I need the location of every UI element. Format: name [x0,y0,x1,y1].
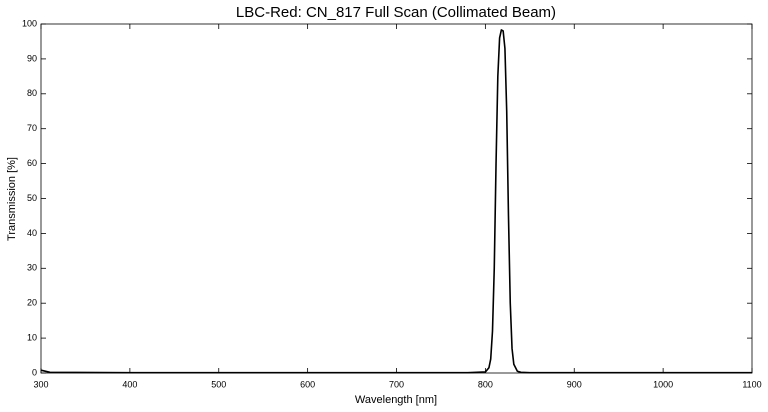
y-tick-label: 10 [27,332,37,342]
y-tick-label: 30 [27,263,37,273]
x-tick-label: 500 [211,379,226,389]
y-tick-label: 90 [27,53,37,63]
x-tick-label: 600 [300,379,315,389]
x-axis-label: Wavelength [nm] [355,394,437,406]
plot-frame [40,23,753,374]
x-tick-label: 900 [567,379,582,389]
y-tick-label: 100 [22,18,37,28]
y-tick-label: 40 [27,228,37,238]
y-tick-label: 70 [27,123,37,133]
y-tick-label: 80 [27,88,37,98]
y-tick-label: 20 [27,298,37,308]
x-tick-label: 300 [33,379,48,389]
y-tick-label: 0 [32,367,37,377]
y-tick-label: 50 [27,193,37,203]
x-tick-label: 1100 [742,379,761,389]
x-tick-label: 1000 [653,379,673,389]
y-axis-label: Transmission [%] [6,157,18,241]
y-tick-label: 60 [27,158,37,168]
x-tick-label: 400 [122,379,137,389]
line-series [40,29,752,374]
chart-title: LBC-Red: CN_817 Full Scan (Collimated Be… [236,4,556,21]
x-tick-label: 700 [389,379,404,389]
x-tick-label: 800 [478,379,493,389]
